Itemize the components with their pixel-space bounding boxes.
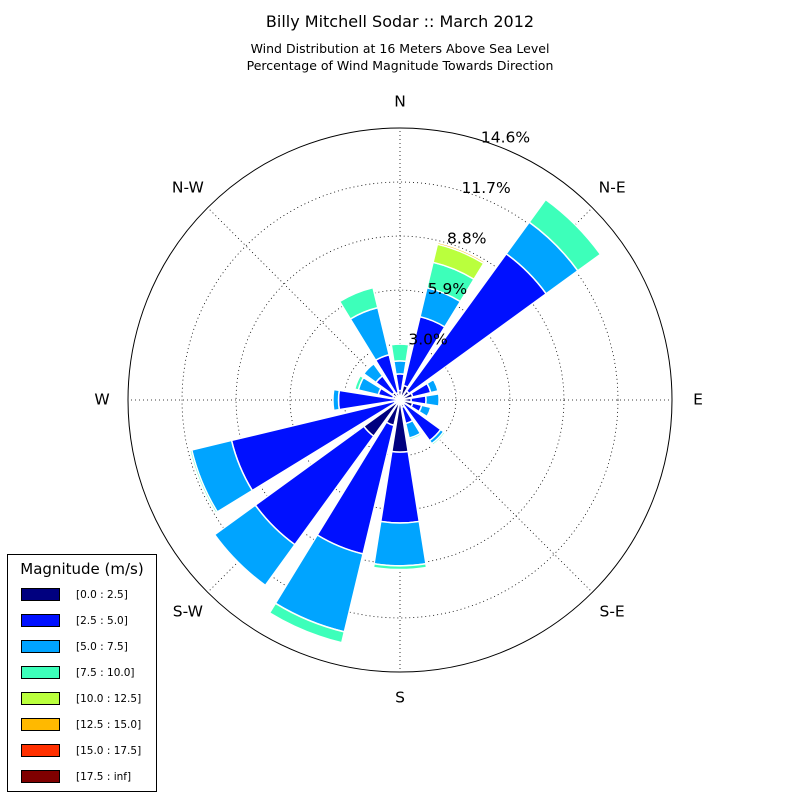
- legend-label: [17.5 : inf]: [76, 771, 132, 783]
- radial-tick-label: 11.7%: [461, 179, 510, 197]
- wind-bar-segment: [425, 378, 439, 394]
- wind-bar-segment: [436, 241, 486, 265]
- wind-bar-segment: [430, 430, 447, 447]
- radial-grid-circle: [235, 235, 565, 565]
- wind-bar-segment: [424, 393, 440, 407]
- wind-bar-segment: [188, 449, 219, 514]
- legend-label: [0.0 : 2.5]: [76, 589, 128, 601]
- wind-bar-segment: [332, 388, 341, 412]
- chart-subtitle-line-2: Percentage of Wind Magnitude Towards Dir…: [246, 58, 554, 73]
- wind-bar-segment: [268, 602, 346, 644]
- legend-label: [15.0 : 17.5]: [76, 745, 142, 757]
- angular-grid-line: [399, 399, 593, 593]
- angular-grid-line: [207, 207, 401, 401]
- direction-label: S: [395, 689, 405, 707]
- chart-title: Billy Mitchell Sodar :: March 2012: [265, 12, 535, 31]
- radial-grid-circle: [343, 343, 457, 457]
- legend-swatch: [21, 692, 60, 705]
- legend-swatch: [21, 770, 60, 783]
- wind-bar-segment: [373, 520, 427, 567]
- wind-bar-segment: [418, 404, 432, 418]
- direction-label: S-E: [600, 603, 625, 621]
- legend-swatch: [21, 666, 60, 679]
- legend-swatch: [21, 744, 60, 757]
- wind-bar-segment: [408, 432, 423, 441]
- legend-swatch: [21, 640, 60, 653]
- polar-outline: [127, 127, 673, 673]
- chart-subtitle-line-1: Wind Distribution at 16 Meters Above Sea…: [250, 41, 550, 56]
- legend-swatch: [21, 718, 60, 731]
- legend-title: Magnitude (m/s): [20, 560, 144, 578]
- wind-bar-segment: [353, 374, 365, 391]
- radial-tick-label: 14.6%: [481, 129, 530, 147]
- radial-tick-label: 3.0%: [408, 330, 447, 348]
- wind-bar-segment: [379, 450, 421, 524]
- wind-bar-segment: [390, 343, 410, 363]
- radial-tick-label: 8.8%: [447, 229, 486, 247]
- legend-label: [5.0 : 7.5]: [76, 641, 128, 653]
- wind-bar-segment: [372, 562, 428, 571]
- wind-bar-segment: [362, 362, 384, 384]
- legend: Magnitude (m/s) [0.0 : 2.5] [2.5 : 5.0] …: [7, 554, 157, 792]
- direction-label: S-W: [173, 603, 203, 621]
- wind-bar-segment: [528, 198, 602, 272]
- legend-label: [7.5 : 10.0]: [76, 667, 135, 679]
- legend-label: [12.5 : 15.0]: [76, 719, 142, 731]
- radial-tick-label: 5.9%: [428, 280, 467, 298]
- legend-label: [2.5 : 5.0]: [76, 615, 128, 627]
- legend-label: [10.0 : 12.5]: [76, 693, 142, 705]
- direction-label: N-W: [172, 178, 204, 196]
- direction-label: W: [94, 391, 109, 409]
- direction-label: N: [394, 93, 406, 111]
- legend-swatch: [21, 588, 60, 601]
- radial-grid-circle: [181, 181, 619, 619]
- legend-swatch: [21, 614, 60, 627]
- wind-bar-segment: [213, 504, 296, 587]
- direction-label: N-E: [599, 178, 626, 196]
- direction-label: E: [693, 391, 703, 409]
- wind-bar-segment: [393, 360, 407, 376]
- wind-bar-segment: [338, 286, 379, 321]
